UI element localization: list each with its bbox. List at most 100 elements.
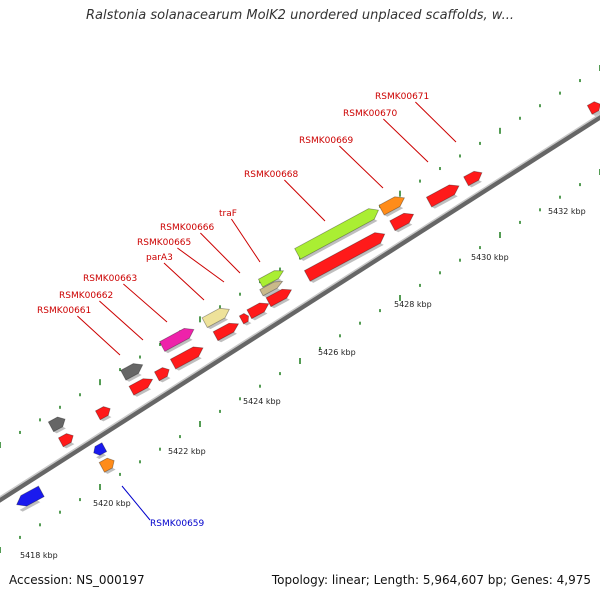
gene-red-shape — [94, 406, 111, 421]
gene-red — [169, 346, 204, 371]
gene-red-shape — [153, 367, 170, 382]
gene-red-shade — [395, 222, 413, 233]
gene-red — [153, 367, 171, 383]
map-title: Ralstonia solanacearum MolK2 unordered u… — [85, 8, 514, 23]
gene-red — [94, 406, 112, 422]
gene-gray — [47, 416, 66, 434]
leader-line — [200, 232, 241, 274]
leader-lines — [77, 101, 457, 521]
gene-red-shape — [212, 322, 240, 342]
gene-blue — [93, 442, 108, 459]
leader-line — [77, 315, 121, 356]
gene-blue — [16, 485, 45, 512]
gene-label: parA3 — [146, 253, 173, 263]
leader-line — [339, 145, 384, 189]
gene-rsmk00659 — [98, 457, 116, 474]
accession-text: Accession: NS_000197 — [9, 573, 145, 587]
gene-gray-shade — [53, 426, 66, 434]
gene-red-shape — [169, 346, 204, 370]
gene-rsmk00671 — [463, 170, 483, 188]
gene-label: RSMK00662 — [59, 291, 113, 301]
leader-line — [177, 247, 225, 283]
gene-blue-shape — [93, 442, 108, 456]
gene-blue-shade — [96, 453, 107, 459]
gene-rsmk00661-shape — [120, 363, 144, 381]
gene-red-shade — [310, 243, 384, 283]
gene-rsmk00669-shape — [378, 196, 406, 216]
gene-red — [128, 378, 154, 397]
gene-label: RSMK00659 — [150, 519, 205, 529]
scale-label: 5420 kbp — [93, 499, 131, 508]
gene-labels: RSMK00659 RSMK00661 RSMK00662 RSMK00663 parA… — [37, 92, 429, 529]
gene-rsmk00668-shade — [300, 219, 378, 261]
scale-label: 5432 kbp — [548, 207, 586, 216]
gene-rsmk00669 — [378, 196, 406, 217]
gene-rsmk00671-shape — [463, 170, 483, 187]
gene-red-shape — [128, 378, 154, 396]
gene-label: RSMK00661 — [37, 306, 91, 316]
gene-label: RSMK00671 — [375, 92, 429, 102]
gene-rsmk00661-shade — [125, 373, 142, 382]
scale-label: 5426 kbp — [318, 348, 356, 357]
leader-line — [284, 179, 326, 222]
gene-rsmk00663 — [159, 327, 195, 354]
gene-para3-shade — [207, 317, 229, 330]
gene-red — [57, 433, 75, 449]
gene-rsmk00671-shade — [468, 180, 482, 188]
leader-line — [163, 262, 205, 301]
gene-red-shape — [57, 433, 74, 448]
scale-label: 5430 kbp — [471, 253, 509, 262]
scale-labels: 5418 kbp 5420 kbp 5422 kbp 5424 kbp 5426 kbp… — [20, 207, 586, 560]
gene-red-shade — [217, 332, 237, 343]
gene-red-shape — [238, 313, 249, 325]
gene-red-shape — [265, 288, 293, 308]
gene-label: RSMK00669 — [299, 136, 354, 146]
topology-summary: Topology: linear; Length: 5,964,607 bp; … — [271, 573, 591, 587]
gene-para3-shape — [201, 307, 230, 329]
gene-red-shade — [133, 387, 152, 397]
gene-traf-b-shape — [259, 280, 284, 297]
gene-rsmk00668-shape — [294, 208, 380, 260]
gene-red-shade — [243, 321, 252, 326]
scale-label: 5424 kbp — [243, 397, 281, 406]
gene-red — [246, 302, 270, 321]
scale-label: 5428 kbp — [394, 300, 432, 309]
gene-red-shade — [270, 298, 290, 309]
gene-blue-shape — [16, 485, 45, 507]
backbone — [0, 113, 600, 503]
gene-red-shape — [389, 212, 415, 232]
gene-rsmk00661 — [120, 363, 144, 382]
scale-label: 5418 kbp — [20, 551, 58, 560]
gene-rsmk00670-shade — [431, 194, 458, 209]
gene-red-shape — [246, 302, 270, 320]
gene-rsmk00659-shape — [98, 457, 115, 473]
gene-traf-b — [259, 280, 284, 298]
gene-rsmk00663-shape — [159, 327, 195, 352]
gene-gray-shape — [47, 416, 66, 433]
gene-label: RSMK00668 — [244, 170, 299, 180]
leader-line — [99, 300, 144, 341]
gene-red-shade — [100, 415, 112, 422]
scale-label: 5422 kbp — [168, 447, 206, 456]
gene-red-edge — [586, 101, 600, 116]
gene-red-shade — [63, 442, 75, 449]
leader-line — [123, 283, 168, 323]
backbone-highlight — [0, 113, 600, 498]
gene-red — [265, 288, 293, 309]
gene-label: RSMK00670 — [343, 109, 398, 119]
gene-red — [389, 212, 415, 233]
backbone-line — [0, 114, 600, 503]
gene-red-shape — [303, 232, 386, 282]
gene-red — [238, 313, 252, 326]
gene-blue-shade — [19, 500, 41, 512]
gene-traf-shape — [257, 270, 285, 288]
gene-traf-b-shade — [263, 288, 281, 298]
gene-label: RSMK00663 — [83, 274, 137, 284]
leader-line — [415, 101, 457, 143]
leader-line — [383, 118, 429, 163]
gene-red — [212, 322, 240, 343]
gene-label: traF — [219, 209, 237, 219]
gene-label: RSMK00666 — [160, 223, 215, 233]
gene-rsmk00663-shade — [164, 338, 193, 354]
